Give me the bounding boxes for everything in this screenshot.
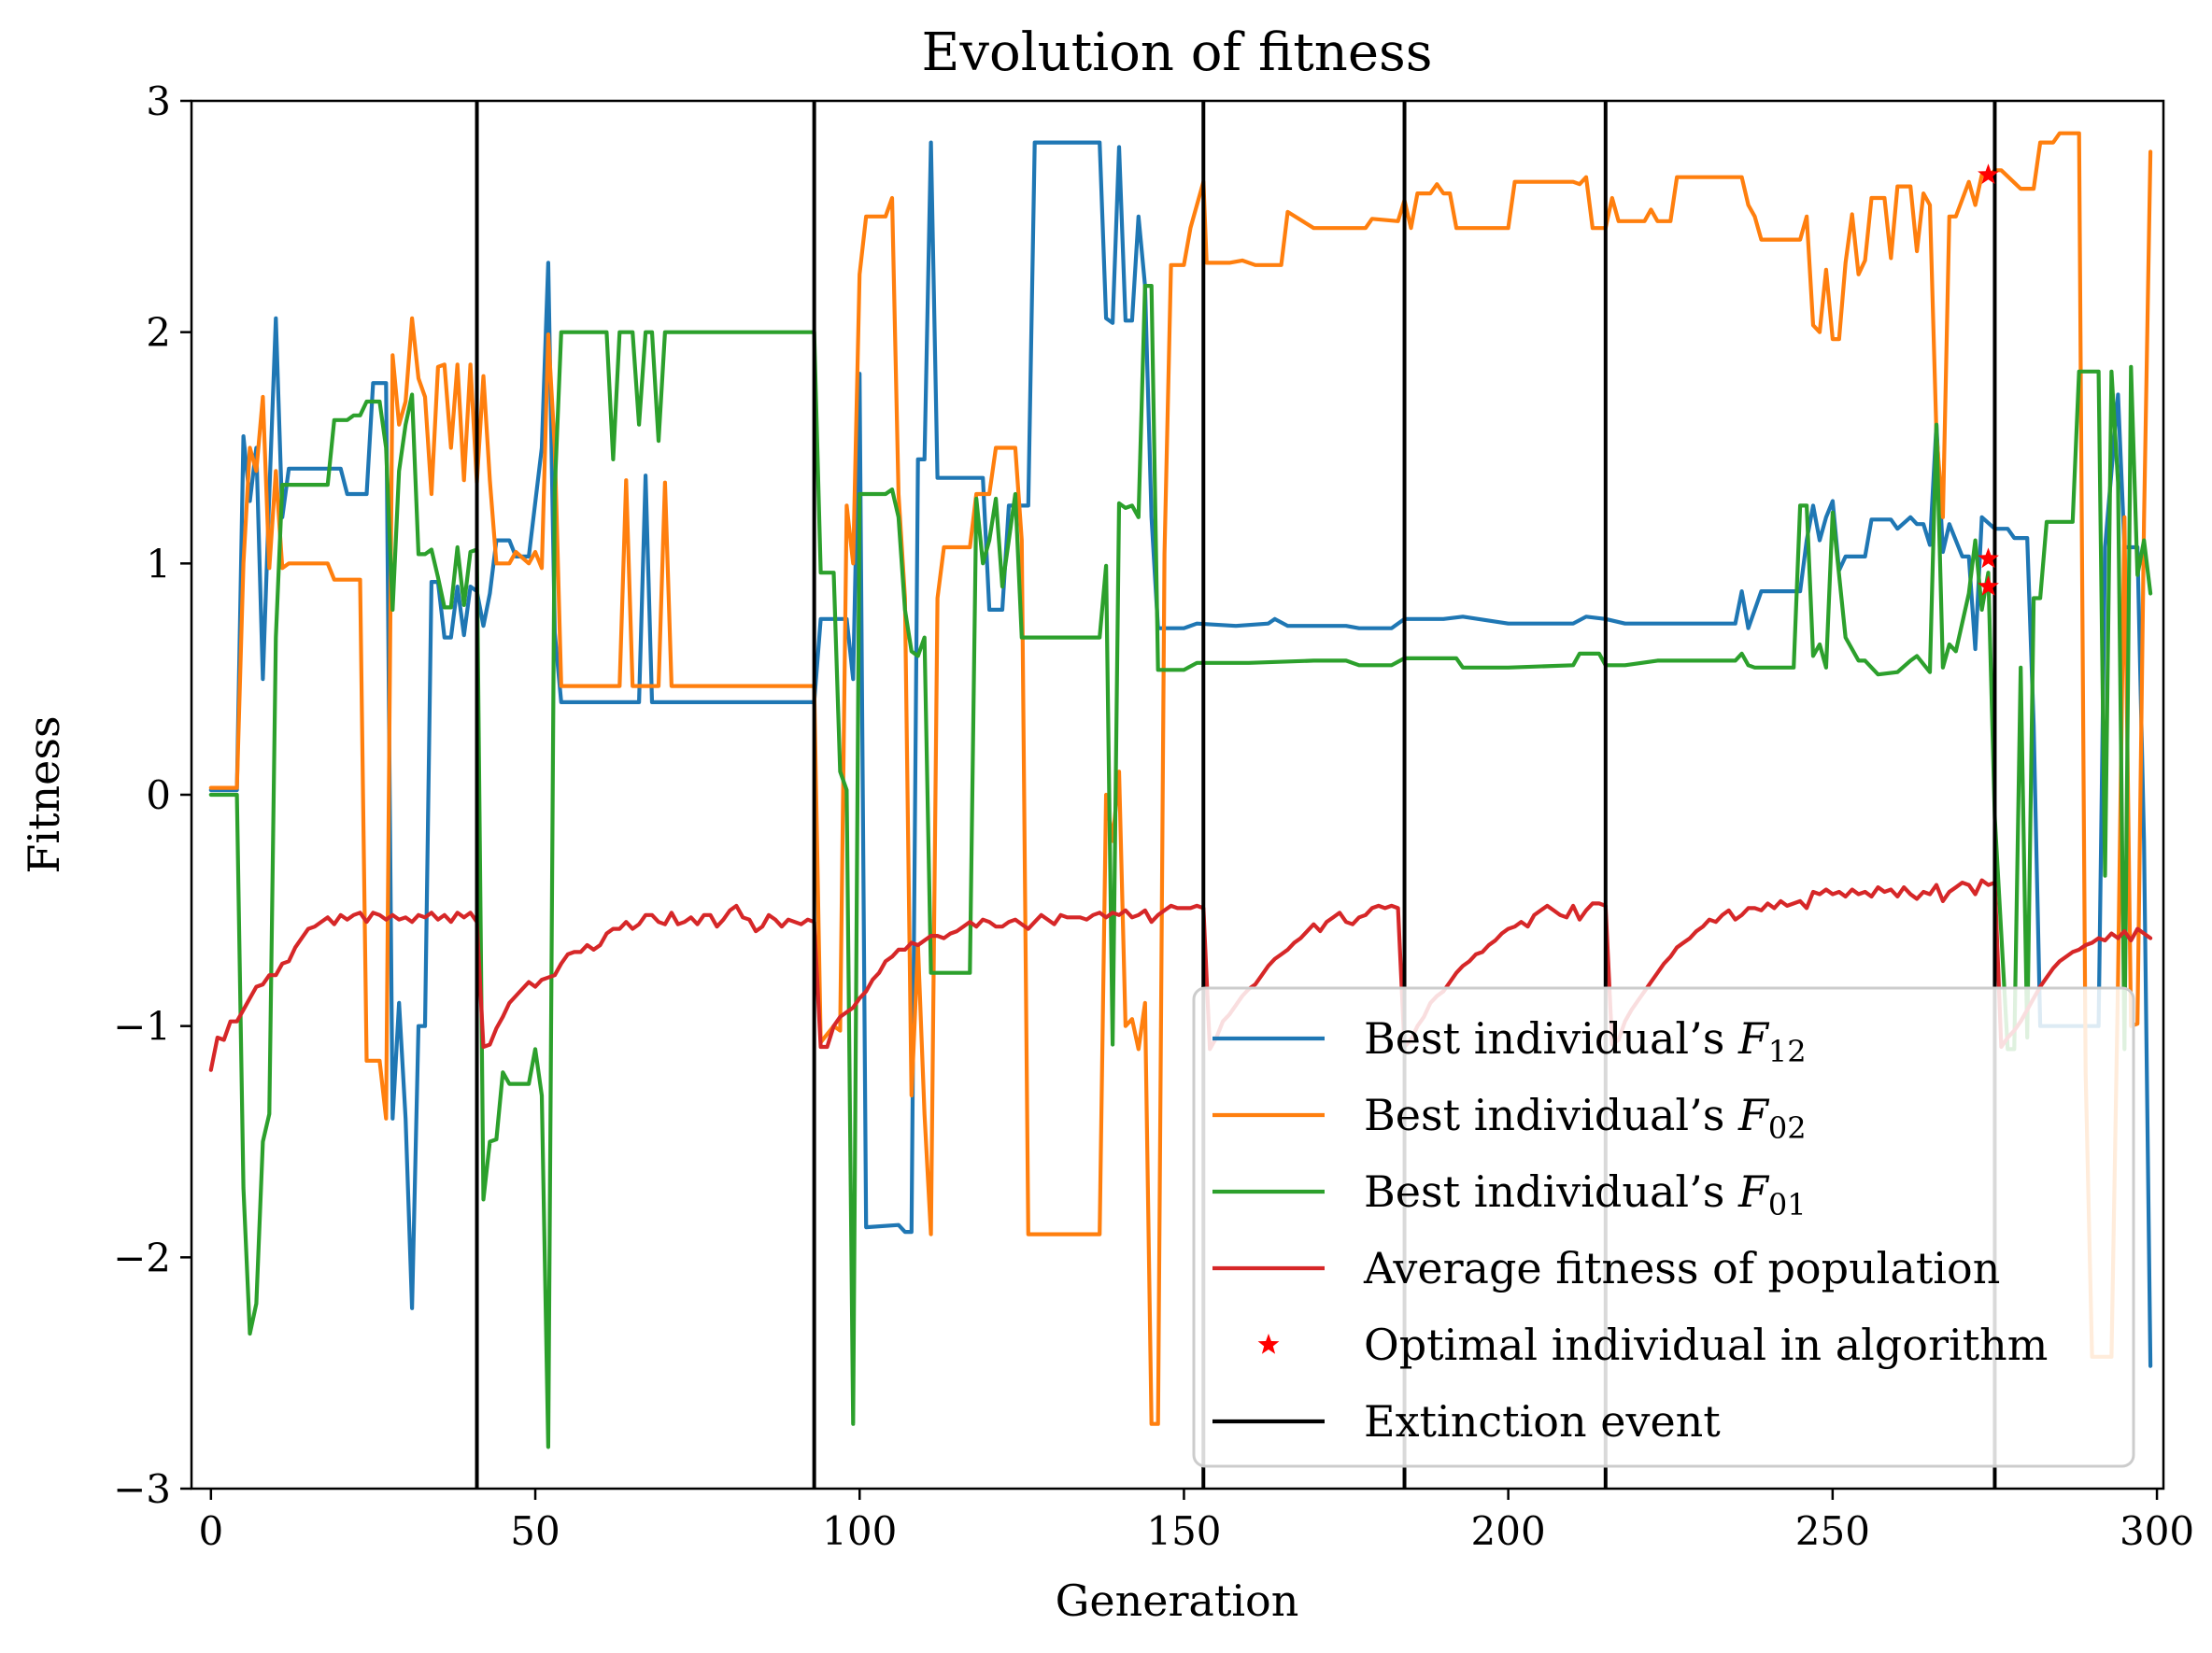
y-tick-label-5: 2 bbox=[146, 310, 171, 356]
legend-label-4: Average fitness of population bbox=[1363, 1243, 2000, 1293]
x-tick-label-100: 100 bbox=[822, 1508, 897, 1554]
legend-label-6: Extinction event bbox=[1364, 1396, 1721, 1447]
legend-label-5: Optimal individual in algorithm bbox=[1364, 1320, 2048, 1370]
y-tick-label-4: 1 bbox=[146, 541, 171, 586]
series-line-3-best-individual-s-f01 bbox=[208, 284, 2153, 1449]
legend-handle-5 bbox=[1257, 1334, 1280, 1354]
series-layer bbox=[208, 131, 2153, 1449]
x-axis-label: Generation bbox=[1056, 1575, 1299, 1626]
y-tick-label-6: 3 bbox=[146, 78, 171, 124]
y-tick-label-0: −3 bbox=[113, 1466, 171, 1512]
series-line-1-best-individual-s-f12 bbox=[208, 140, 2153, 1368]
legend-label-2: Best individual’s F02 bbox=[1364, 1090, 1807, 1146]
optimal-marker-3 bbox=[1978, 575, 1999, 596]
legend-label-3: Best individual’s F01 bbox=[1364, 1166, 1807, 1222]
y-axis-ticks: −3 −2 −1 0 1 2 3 bbox=[113, 78, 191, 1512]
series-line-2-best-individual-s-f02 bbox=[208, 131, 2153, 1426]
x-tick-label-0: 0 bbox=[198, 1508, 223, 1554]
x-axis-ticks: 0 50 100 150 200 250 300 bbox=[198, 1489, 2194, 1554]
x-tick-label-50: 50 bbox=[510, 1508, 560, 1554]
legend-box bbox=[1192, 986, 2135, 1468]
series-line-4-average-fitness-of-population bbox=[208, 878, 2153, 1072]
y-tick-label-1: −2 bbox=[113, 1235, 171, 1280]
x-tick-label-150: 150 bbox=[1146, 1508, 1221, 1554]
x-tick-label-200: 200 bbox=[1471, 1508, 1546, 1554]
legend-label-1: Best individual’s F12 bbox=[1364, 1013, 1807, 1069]
legend: Best individual’s F12 Best individual’s F… bbox=[1192, 986, 2135, 1468]
optimal-marker-1 bbox=[1978, 163, 1999, 184]
y-axis-label: Fitness bbox=[19, 715, 69, 873]
x-tick-label-250: 250 bbox=[1795, 1508, 1870, 1554]
y-tick-label-2: −1 bbox=[113, 1004, 171, 1050]
chart-title: Evolution of fitness bbox=[922, 22, 1433, 83]
y-tick-label-3: 0 bbox=[146, 772, 171, 818]
optimal-marker-layer bbox=[1978, 163, 1999, 596]
optimal-marker-2 bbox=[1978, 547, 1999, 569]
x-tick-label-300: 300 bbox=[2120, 1508, 2194, 1554]
